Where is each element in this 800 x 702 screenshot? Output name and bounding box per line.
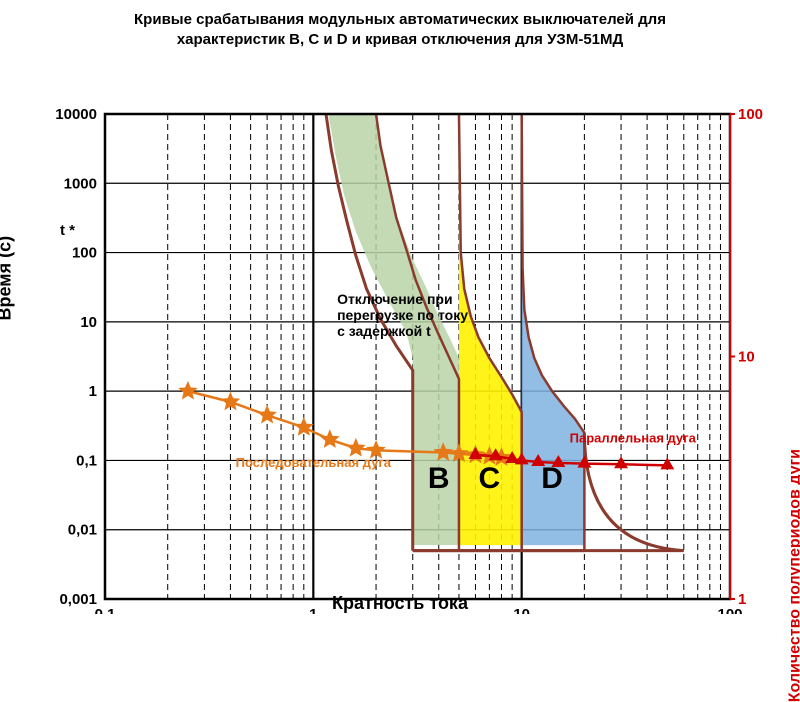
svg-text:C: C: [479, 462, 501, 495]
svg-text:1: 1: [309, 606, 317, 614]
svg-text:0,1: 0,1: [95, 606, 116, 614]
svg-text:D: D: [541, 462, 563, 495]
svg-text:перегрузке по току: перегрузке по току: [337, 307, 468, 323]
trip-curve-chart: BC D Последовательная дуга Параллельная дуг…: [10, 54, 790, 614]
svg-text:Отключение при: Отключение при: [337, 291, 453, 307]
y-left-axis-label: Время (с): [0, 236, 16, 321]
svg-text:B: B: [428, 462, 450, 495]
chart-title: Кривые срабатывания модульных автоматиче…: [10, 10, 790, 49]
svg-text:0,001: 0,001: [59, 591, 97, 608]
svg-text:100: 100: [72, 245, 97, 262]
svg-text:100: 100: [738, 106, 763, 123]
svg-text:Последовательная дуга: Последовательная дуга: [236, 455, 392, 470]
y-right-axis-label: Количество полупериодов дуги: [786, 449, 800, 702]
svg-text:1: 1: [738, 591, 746, 608]
svg-text:с задержкой t: с задержкой t: [337, 323, 431, 339]
svg-text:t *: t *: [60, 222, 75, 239]
svg-text:1: 1: [89, 383, 97, 400]
x-axis-label: Кратность тока: [332, 593, 468, 614]
svg-text:Параллельная дуга: Параллельная дуга: [570, 431, 697, 446]
svg-text:10000: 10000: [55, 106, 97, 123]
svg-text:1000: 1000: [64, 175, 97, 192]
svg-text:10: 10: [513, 606, 530, 614]
svg-text:10: 10: [738, 349, 755, 366]
svg-text:0,01: 0,01: [68, 522, 97, 539]
svg-text:0,1: 0,1: [76, 452, 97, 469]
svg-text:10: 10: [80, 314, 97, 331]
